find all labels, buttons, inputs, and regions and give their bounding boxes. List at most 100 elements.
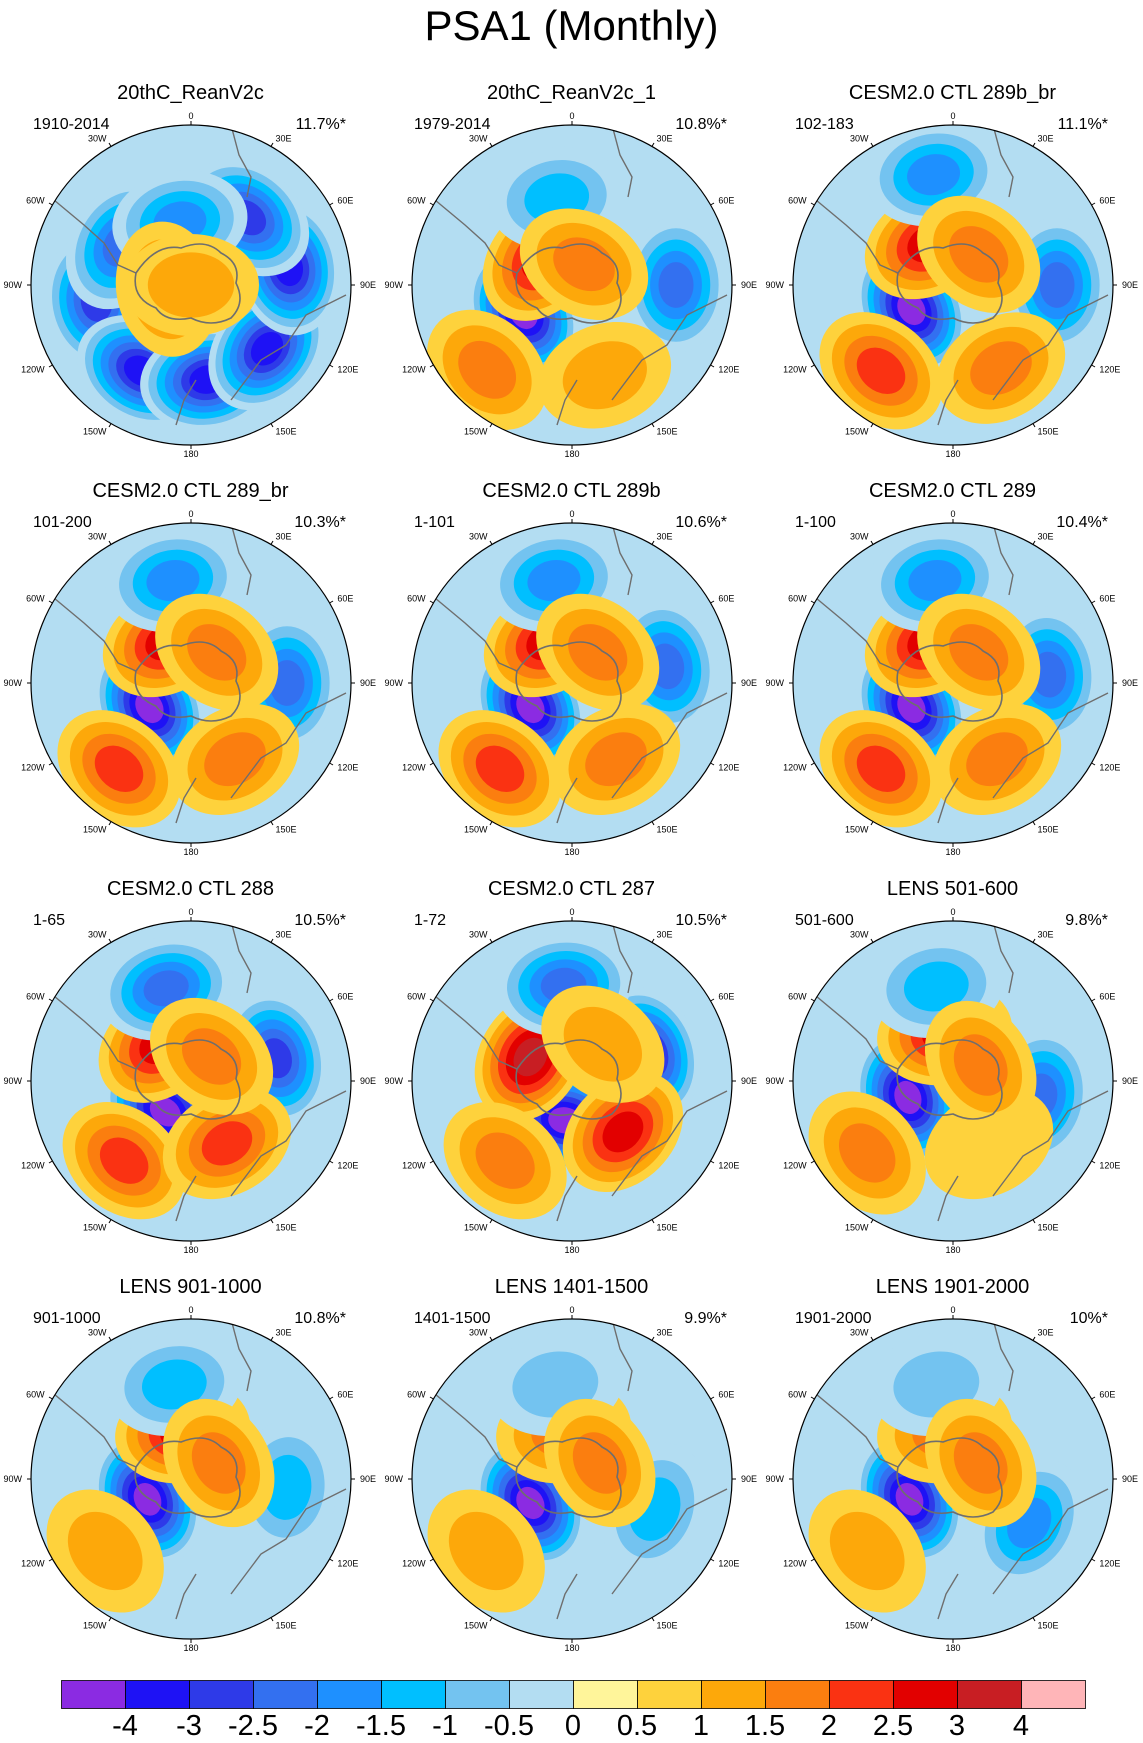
peninsula-coastline [434, 1393, 518, 1468]
map-panel: 0 30E 60E 90E 120E 150E 180 150W 120W 90W 60W 30W CE… [762, 398, 1143, 857]
colorbar-box [317, 1680, 382, 1709]
map-panel: 0 30E 60E 90E 120E 150E 180 150W 120W 90W 60W 30W CE… [762, 0, 1143, 459]
lon-tick [48, 600, 53, 604]
australia-coastline [230, 294, 347, 401]
lon-label: 150E [657, 1222, 678, 1232]
map-panel: 0 30E 60E 90E 120E 150E 180 150W 120W 90W 60W 30W CE… [0, 398, 381, 857]
peninsula-coastline [53, 199, 137, 274]
lon-label: 180 [183, 1643, 198, 1653]
africa-coastline [611, 1319, 633, 1392]
lon-tick [429, 1160, 434, 1164]
lon-label: 0 [569, 907, 574, 917]
contour-fill [949, 624, 1009, 681]
lon-label: 90W [3, 1076, 22, 1086]
lon-label: 120E [1099, 1559, 1120, 1569]
lon-tick [870, 540, 874, 545]
lon-tick [651, 938, 655, 943]
contour-fill [856, 347, 906, 394]
contour-fill [907, 154, 961, 196]
polar-map: 0 30E 60E 90E 120E 150E 180 150W 120W 90W 60W 30W [384, 111, 757, 459]
lon-label: 120E [718, 1161, 739, 1171]
lon-label: 60E [1099, 196, 1115, 206]
lon-label: 30W [469, 1328, 488, 1338]
lon-label: 180 [564, 1643, 579, 1653]
lon-label: 30E [657, 1328, 673, 1338]
panel-variance: 10.5%* [294, 912, 346, 929]
lon-label: 120W [783, 1161, 807, 1171]
lon-label: 90E [360, 678, 376, 688]
lon-label: 120E [337, 1559, 358, 1569]
lon-label: 90E [1122, 1076, 1138, 1086]
lon-tick [270, 821, 274, 826]
lon-tick [48, 1160, 53, 1164]
lon-tick [48, 1558, 53, 1562]
colorbar-label: -1 [432, 1710, 458, 1742]
lon-label: 90E [741, 1474, 757, 1484]
map-panel: 0 30E 60E 90E 120E 150E 180 150W 120W 90W 60W 30W 20… [0, 0, 381, 459]
new-zealand-coastline [937, 1573, 959, 1620]
antarctica-coastline [515, 641, 622, 722]
lon-label: 90W [3, 678, 22, 688]
lon-label: 150W [464, 1620, 488, 1630]
main-title: PSA1 (Monthly) [424, 2, 719, 49]
lon-label: 150W [464, 426, 488, 436]
lon-label: 90E [360, 280, 376, 290]
lon-label: 90E [1122, 1474, 1138, 1484]
peninsula-coastline [434, 199, 518, 274]
lon-tick [1091, 364, 1096, 368]
contour-fill [949, 226, 1009, 283]
peninsula-coastline [815, 199, 899, 274]
lon-tick [870, 1617, 874, 1622]
panel-title: CESM2.0 CTL 289 [868, 480, 1037, 502]
lon-tick [429, 364, 434, 368]
lon-label: 90W [3, 280, 22, 290]
antarctica-coastline [134, 243, 241, 324]
antarctica-coastline [515, 1039, 622, 1120]
lon-label: 60E [1099, 992, 1115, 1002]
lon-label: 60W [788, 594, 807, 604]
lon-tick [710, 1558, 715, 1562]
lon-label: 90W [384, 280, 403, 290]
contour-fill [897, 690, 926, 724]
lon-label: 30W [850, 134, 869, 144]
lon-label: 30W [850, 1328, 869, 1338]
lon-label: 60W [407, 992, 426, 1002]
lon-tick [429, 998, 434, 1002]
panel-period: 1-72 [414, 912, 447, 929]
lon-tick [710, 364, 715, 368]
lon-tick [810, 762, 815, 766]
lon-tick [1032, 1219, 1036, 1224]
contour-fill [458, 340, 517, 399]
lon-label: 0 [950, 1305, 955, 1315]
australia-coastline [230, 692, 347, 799]
polar-map: 0 30E 60E 90E 120E 150E 180 150W 120W 90W 60W 30W [765, 111, 1138, 459]
contour-fill [903, 961, 969, 1012]
lon-tick [429, 202, 434, 206]
panel-title: LENS 1401-1500 [494, 1276, 649, 1298]
lon-tick [710, 1396, 715, 1400]
lon-label: 30E [276, 930, 292, 940]
australia-coastline [992, 692, 1109, 799]
colorbar-label: 0.5 [616, 1710, 658, 1742]
map-panel: 0 30E 60E 90E 120E 150E 180 150W 120W 90W 60W 30W 20… [381, 0, 762, 459]
colorbar-box [893, 1680, 958, 1709]
africa-coastline [230, 125, 252, 198]
lon-tick [108, 423, 112, 428]
lon-label: 150W [83, 824, 107, 834]
contour-fill [829, 1511, 905, 1591]
africa-coastline [992, 1319, 1014, 1392]
lon-label: 60W [26, 1390, 45, 1400]
contour-fill [181, 1028, 242, 1085]
lon-tick [710, 762, 715, 766]
contour-fill [269, 660, 305, 706]
polar-map: 0 30E 60E 90E 120E 150E 180 150W 120W 90W 60W 30W [384, 907, 757, 1255]
new-zealand-coastline [175, 777, 197, 824]
lon-label: 90W [765, 1474, 784, 1484]
lon-tick [329, 202, 334, 206]
lon-tick [1032, 1336, 1036, 1341]
lon-label: 120W [783, 763, 807, 773]
lon-tick [108, 142, 112, 147]
antarctica-coastline [896, 641, 1003, 722]
lon-label: 30E [657, 532, 673, 542]
map-panel: 0 30E 60E 90E 120E 150E 180 150W 120W 90W 60W 30W LE… [381, 1194, 762, 1653]
